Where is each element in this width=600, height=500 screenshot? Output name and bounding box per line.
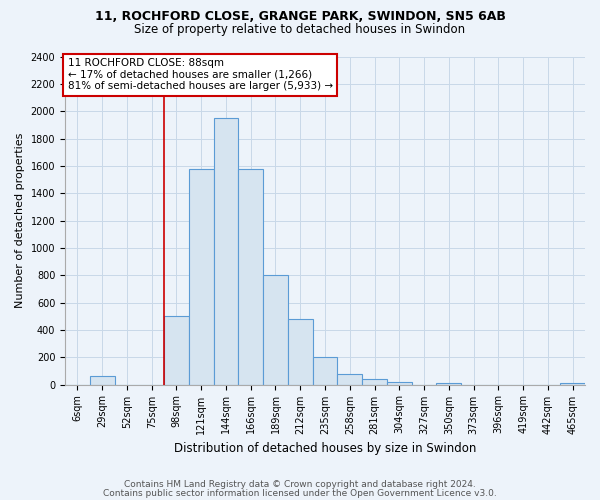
Text: Contains HM Land Registry data © Crown copyright and database right 2024.: Contains HM Land Registry data © Crown c… [124, 480, 476, 489]
Bar [189, 168, 214, 384]
Text: Size of property relative to detached houses in Swindon: Size of property relative to detached ho… [134, 22, 466, 36]
X-axis label: Distribution of detached houses by size in Swindon: Distribution of detached houses by size … [174, 442, 476, 455]
Bar [362, 379, 387, 384]
Bar [387, 382, 412, 384]
Bar [263, 275, 288, 384]
Bar [90, 376, 115, 384]
Text: 11 ROCHFORD CLOSE: 88sqm
← 17% of detached houses are smaller (1,266)
81% of sem: 11 ROCHFORD CLOSE: 88sqm ← 17% of detach… [68, 58, 333, 92]
Bar [288, 319, 313, 384]
Text: 11, ROCHFORD CLOSE, GRANGE PARK, SWINDON, SN5 6AB: 11, ROCHFORD CLOSE, GRANGE PARK, SWINDON… [95, 10, 505, 23]
Bar [214, 118, 238, 384]
Bar [436, 383, 461, 384]
Bar [238, 168, 263, 384]
Bar [164, 316, 189, 384]
Bar [313, 357, 337, 384]
Bar [560, 383, 585, 384]
Y-axis label: Number of detached properties: Number of detached properties [15, 133, 25, 308]
Bar [337, 374, 362, 384]
Text: Contains public sector information licensed under the Open Government Licence v3: Contains public sector information licen… [103, 488, 497, 498]
